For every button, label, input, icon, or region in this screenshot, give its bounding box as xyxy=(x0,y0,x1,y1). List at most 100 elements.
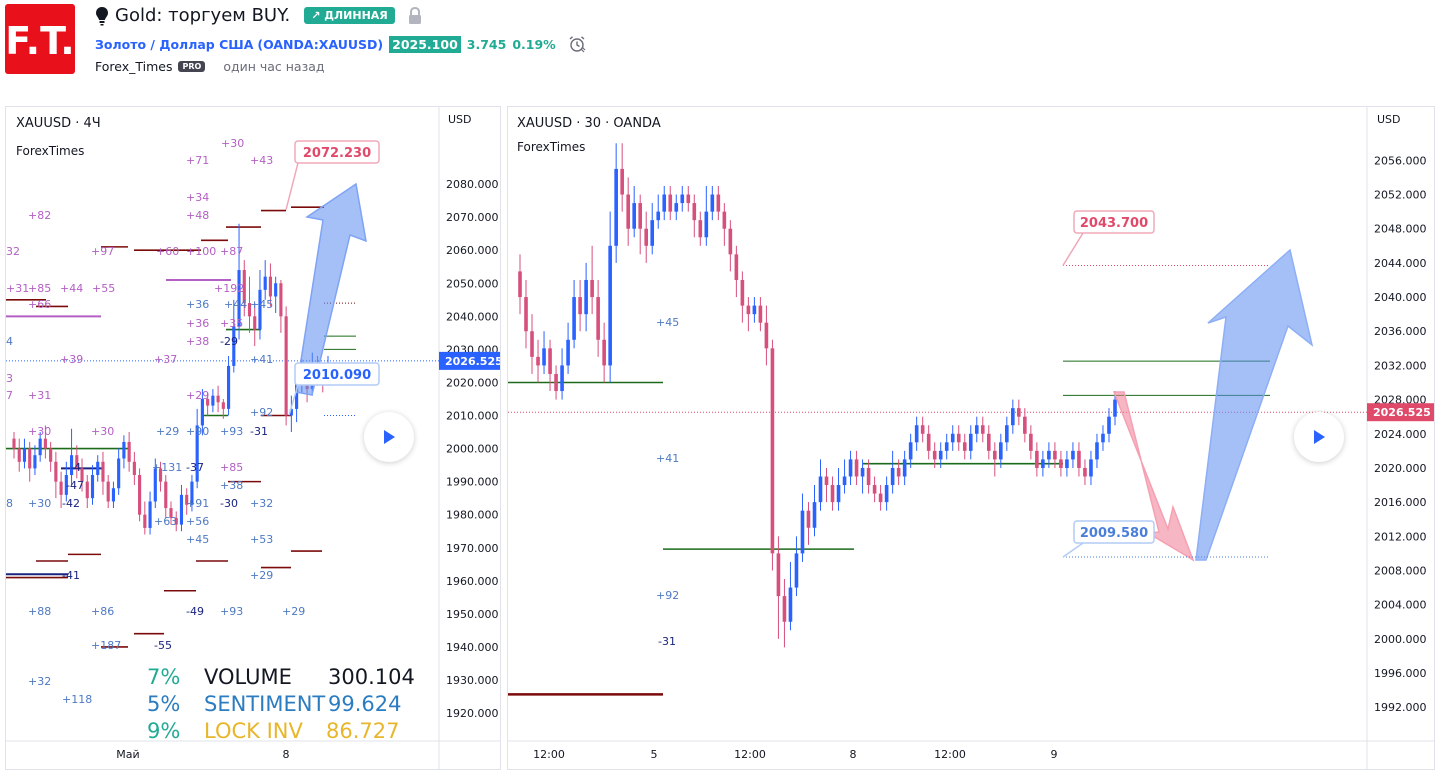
right-chart-panel[interactable]: 2056.000 2052.000 2048.000 2044.000 2040.000… xyxy=(507,106,1435,770)
volume-delta-label: -42 xyxy=(62,497,80,510)
symbol-name-link[interactable]: Золото / Доллар США xyxy=(95,36,254,52)
volume-delta-label: 8 xyxy=(6,497,13,510)
time-tick-label: Май xyxy=(116,748,139,761)
volume-delta-label: +30 xyxy=(91,425,114,438)
left-chart-canvas[interactable]: 2080.000 2070.000 2060.000 2050.000 2040.000… xyxy=(6,107,500,769)
candle-body xyxy=(872,485,877,494)
candle-body xyxy=(1077,450,1081,468)
candle-body xyxy=(185,494,189,505)
time-tick-label: 12:00 xyxy=(934,748,966,761)
candle-body xyxy=(548,348,552,374)
candle-body xyxy=(279,283,283,317)
volume-delta-label: +91 xyxy=(186,497,209,510)
candle-body xyxy=(284,316,288,416)
volume-delta-label: -29 xyxy=(220,335,238,348)
candle-body xyxy=(992,450,997,460)
left-currency-label: USD xyxy=(448,113,472,126)
candle-body xyxy=(986,433,991,451)
candle-body xyxy=(158,468,163,482)
stat-sentiment-name: SENTIMENT xyxy=(204,692,326,716)
candle-body xyxy=(740,279,745,306)
volume-delta-label: -31 xyxy=(250,425,268,438)
candle-body xyxy=(101,461,105,482)
candle-body xyxy=(164,481,168,509)
candle-body xyxy=(28,448,32,469)
author-name-link[interactable]: Forex_Times xyxy=(95,59,173,74)
volume-delta-label: +44 xyxy=(224,298,247,311)
stat-sentiment-value: 99.624 xyxy=(328,692,402,716)
candle-body xyxy=(127,441,131,462)
price-tick-label: 2016.000 xyxy=(1374,496,1427,509)
candle-body xyxy=(542,348,546,366)
price-tick-label: 2080.000 xyxy=(446,178,499,191)
volume-delta-label: +29 xyxy=(186,389,209,402)
price-tick-label: 1920.000 xyxy=(446,707,499,720)
play-icon xyxy=(384,430,395,444)
symbol-code-link[interactable]: (OANDA:XAUUSD) xyxy=(257,37,383,52)
candle-body xyxy=(253,316,257,330)
volume-delta-label: +31 xyxy=(6,282,29,295)
forex-times-logo[interactable]: F.T. xyxy=(5,4,75,74)
volume-delta-label: +43 xyxy=(250,154,273,167)
stat-volume-pct: 7% xyxy=(147,665,181,689)
candle-body xyxy=(1005,425,1009,443)
candle-body xyxy=(1011,408,1015,426)
candle-body xyxy=(1017,408,1021,417)
volume-delta-label: +93 xyxy=(220,605,243,618)
symbol-line: Золото / Доллар США (OANDA:XAUUSD) 2025.… xyxy=(95,35,586,53)
volume-delta-label: -49 xyxy=(186,605,204,618)
candle-body xyxy=(608,245,612,366)
candle-body xyxy=(268,276,273,297)
volume-delta-label: +30 xyxy=(28,425,51,438)
volume-delta-label: +55 xyxy=(92,282,115,295)
volume-delta-label: -30 xyxy=(220,497,238,510)
candle-body xyxy=(143,514,147,528)
time-tick-label: 12:00 xyxy=(734,748,766,761)
candle-body xyxy=(64,475,68,495)
candle-body xyxy=(195,425,199,482)
candle-body xyxy=(232,326,236,366)
volume-delta-label: +60 xyxy=(156,245,179,258)
volume-delta-label: +36 xyxy=(186,317,209,330)
volume-delta-label: +85 xyxy=(28,282,51,295)
candle-body xyxy=(968,433,973,451)
candle-body xyxy=(211,395,215,406)
candle-body xyxy=(38,438,42,456)
candle-body xyxy=(956,433,961,443)
candle-body xyxy=(560,365,564,392)
volume-delta-label: +82 xyxy=(28,209,51,222)
price-tick-label: 2060.000 xyxy=(446,244,499,257)
candle-body xyxy=(1095,442,1099,460)
candle-body xyxy=(932,450,937,460)
right-chart-canvas[interactable]: 2056.000 2052.000 2048.000 2044.000 2040.000… xyxy=(508,107,1434,769)
volume-delta-label: +38 xyxy=(220,479,243,492)
bearish-arrow xyxy=(1112,391,1195,562)
price-tick-label: 2020.000 xyxy=(446,376,499,389)
candle-body xyxy=(866,467,871,486)
candle-body xyxy=(842,476,847,486)
candle-body xyxy=(12,438,16,449)
volume-delta-label: +192 xyxy=(214,282,244,295)
price-tick-label: 2008.000 xyxy=(1374,564,1427,577)
candle-body xyxy=(572,297,576,340)
candle-body xyxy=(1041,459,1045,468)
candle-body xyxy=(938,450,943,460)
volume-delta-label: -4 xyxy=(70,461,81,474)
volume-delta-label: +44 xyxy=(60,282,83,295)
last-price-badge xyxy=(439,351,500,370)
right-play-button[interactable] xyxy=(1294,412,1344,462)
candle-body xyxy=(1113,399,1117,417)
price-tick-label: 2000.000 xyxy=(446,443,499,456)
candle-body xyxy=(902,459,907,477)
price-tick-label: 2044.000 xyxy=(1374,257,1427,270)
volume-delta-label: +45 xyxy=(656,316,679,329)
candle-body xyxy=(728,228,733,255)
target-price-label-pointer xyxy=(1062,232,1084,266)
volume-delta-label: +31 xyxy=(28,389,51,402)
alarm-clock-icon[interactable] xyxy=(568,35,586,53)
candle-body xyxy=(1029,433,1033,451)
candle-body xyxy=(776,553,781,597)
time-tick-label: 5 xyxy=(651,748,658,761)
left-chart-panel[interactable]: 2080.000 2070.000 2060.000 2050.000 2040.000… xyxy=(5,106,501,770)
left-play-button[interactable] xyxy=(364,412,414,462)
